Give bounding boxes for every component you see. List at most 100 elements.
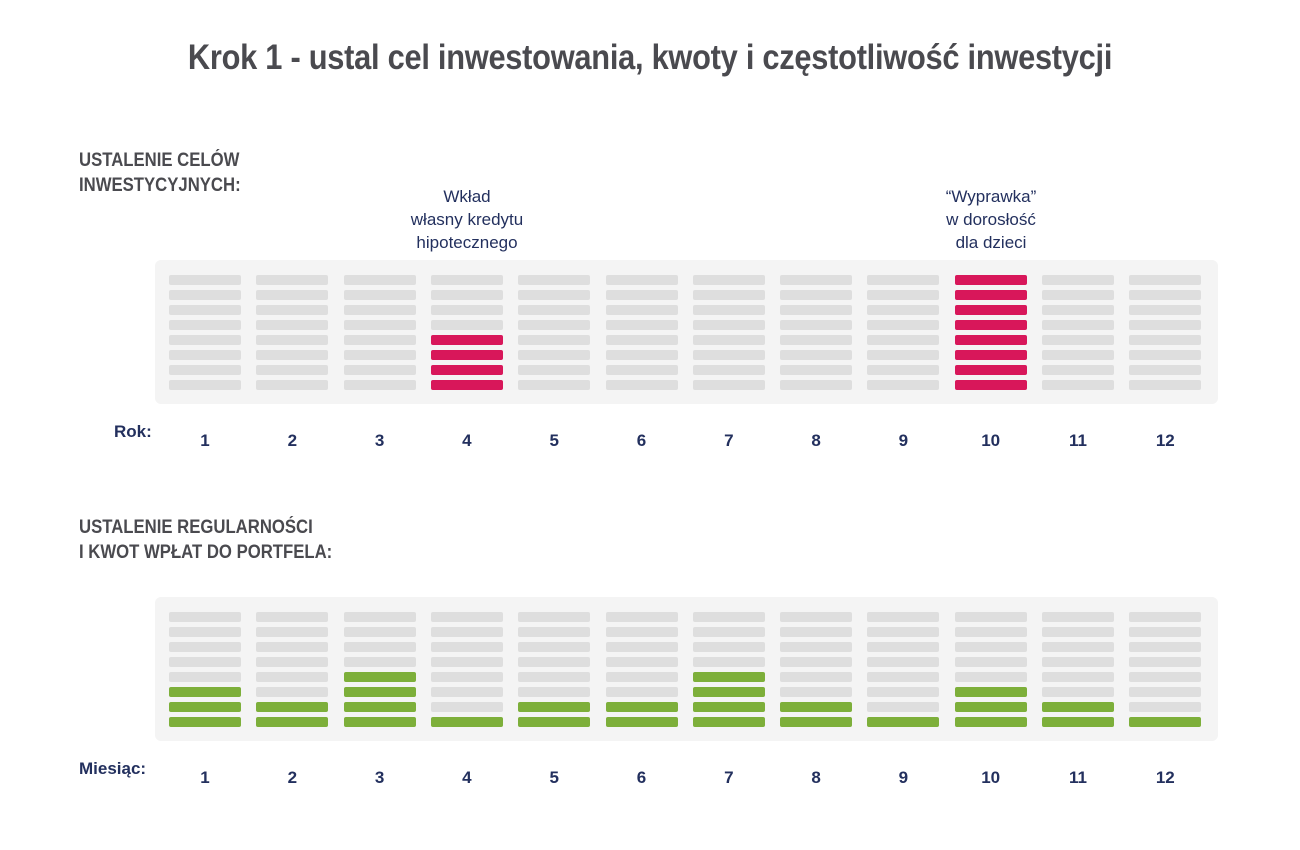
- x-tick-label: 12: [1155, 768, 1175, 787]
- bar-segment-filled: [954, 320, 1027, 330]
- bar-segment-empty: [256, 627, 329, 637]
- section-goals-title: USTALENIE CELÓW INWESTYCYJNYCH:: [79, 150, 241, 196]
- bar-segment-empty: [605, 612, 678, 622]
- bar-segment-filled: [343, 702, 416, 712]
- section-deposits-title: USTALENIE REGULARNOŚCI I KWOT WPŁAT DO P…: [79, 517, 333, 563]
- bar-segment-empty: [605, 350, 678, 360]
- bar-segment-filled: [954, 290, 1027, 300]
- bar-segment-empty: [169, 275, 241, 285]
- bar-segment-empty: [692, 627, 765, 637]
- bar-segment-empty: [867, 612, 940, 622]
- bar-segment-empty: [780, 305, 853, 315]
- bar-segment-empty: [343, 320, 416, 330]
- bar-segment-empty: [692, 320, 765, 330]
- bar-segment-filled: [954, 365, 1027, 375]
- x-tick-label: 8: [811, 768, 821, 787]
- bar-segment-empty: [954, 627, 1027, 637]
- bar-segment-empty: [518, 305, 591, 315]
- bar-segment-empty: [780, 275, 853, 285]
- bar-segment-empty: [430, 672, 503, 682]
- x-tick-label: 11: [1069, 768, 1087, 787]
- bar-segment-empty: [343, 290, 416, 300]
- bar-segment-filled: [605, 717, 678, 727]
- bar-segment-empty: [343, 335, 416, 345]
- bar-segment-empty: [867, 380, 940, 390]
- bar-segment-empty: [169, 612, 241, 622]
- x-tick-label: 6: [636, 431, 647, 450]
- bar-segment-empty: [780, 687, 853, 697]
- bar-segment-empty: [343, 365, 416, 375]
- bar-segment-empty: [780, 642, 853, 652]
- bar-segment-empty: [780, 335, 853, 345]
- bar-segment-empty: [605, 275, 678, 285]
- bar-segment-empty: [169, 365, 241, 375]
- bar-segment-filled: [430, 380, 503, 390]
- bar-segment-empty: [954, 672, 1027, 682]
- bar-segment-empty: [692, 642, 765, 652]
- bar-segment-empty: [256, 380, 329, 390]
- annotation-year-4: Wkład własny kredytu hipotecznego: [410, 187, 524, 252]
- x-tick-label: 7: [724, 768, 734, 787]
- bar-segment-empty: [1129, 687, 1202, 697]
- bar-segment-empty: [430, 275, 503, 285]
- bar-segment-empty: [343, 612, 416, 622]
- bar-segment-empty: [256, 672, 329, 682]
- bar-segment-empty: [518, 275, 591, 285]
- bar-segment-empty: [518, 335, 591, 345]
- bar-segment-empty: [430, 657, 503, 667]
- bar-segment-empty: [256, 612, 329, 622]
- bar-segment-empty: [780, 320, 853, 330]
- bar-segment-filled: [954, 687, 1027, 697]
- bar-segment-filled: [343, 687, 416, 697]
- bar-segment-empty: [867, 702, 940, 712]
- bar-segment-filled: [343, 717, 416, 727]
- bar-segment-empty: [518, 612, 591, 622]
- bar-segment-empty: [867, 672, 940, 682]
- bar-segment-filled: [954, 305, 1027, 315]
- bar-segment-empty: [518, 380, 591, 390]
- x-tick-label: 1: [200, 431, 210, 450]
- x-tick-label: 11: [1069, 431, 1087, 450]
- bar-segment-empty: [692, 612, 765, 622]
- bar-segment-empty: [343, 380, 416, 390]
- x-tick-label: 5: [549, 431, 559, 450]
- bar-segment-empty: [430, 612, 503, 622]
- bar-segment-empty: [256, 687, 329, 697]
- bar-segment-empty: [256, 335, 329, 345]
- x-tick-label: 2: [287, 431, 298, 450]
- bar-segment-empty: [518, 627, 591, 637]
- x-tick-label: 5: [549, 768, 559, 787]
- bar-segment-filled: [954, 702, 1027, 712]
- bar-segment-empty: [780, 350, 853, 360]
- bar-segment-empty: [605, 320, 678, 330]
- bar-segment-empty: [867, 687, 940, 697]
- bar-segment-empty: [605, 657, 678, 667]
- bar-segment-empty: [518, 365, 591, 375]
- bar-segment-empty: [169, 657, 241, 667]
- bar-segment-empty: [1129, 612, 1202, 622]
- bar-segment-empty: [169, 672, 241, 682]
- bar-segment-empty: [605, 627, 678, 637]
- bar-segment-empty: [343, 350, 416, 360]
- bar-segment-empty: [518, 657, 591, 667]
- x-tick-label: 12: [1155, 431, 1175, 450]
- bar-segment-empty: [692, 275, 765, 285]
- bar-segment-empty: [1129, 672, 1202, 682]
- x-tick-label: 10: [981, 768, 1001, 787]
- bar-segment-empty: [1129, 290, 1202, 300]
- bar-segment-filled: [256, 702, 329, 712]
- x-tick-label: 3: [374, 431, 385, 450]
- bar-segment-empty: [1129, 380, 1202, 390]
- bar-segment-empty: [780, 612, 853, 622]
- bar-segment-empty: [169, 350, 241, 360]
- bar-segment-filled: [954, 335, 1027, 345]
- bar-segment-empty: [518, 320, 591, 330]
- bar-segment-empty: [605, 380, 678, 390]
- bar-segment-empty: [169, 290, 241, 300]
- bar-segment-empty: [1042, 642, 1114, 652]
- x-tick-label: 7: [724, 431, 734, 450]
- bar-segment-empty: [518, 290, 591, 300]
- bar-segment-filled: [692, 672, 765, 682]
- bar-segment-filled: [954, 275, 1027, 285]
- bar-segment-empty: [780, 657, 853, 667]
